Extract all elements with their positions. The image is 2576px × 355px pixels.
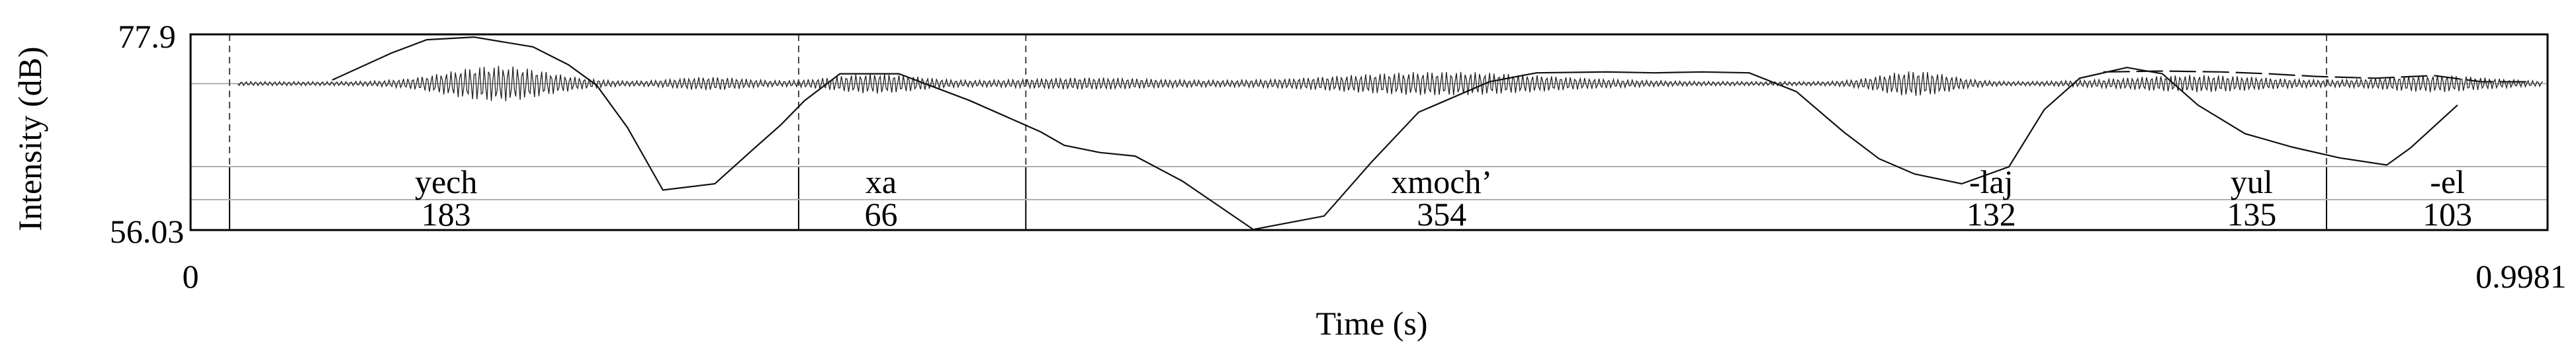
segment-label-2: xmoch’ xyxy=(1391,163,1492,200)
segment-label-4: yul xyxy=(2231,163,2273,200)
waveform xyxy=(191,65,2548,102)
segment-duration-0: 183 xyxy=(422,196,471,233)
plot-frame xyxy=(189,33,2549,231)
segment-label-1: xa xyxy=(866,163,897,200)
annotation-tiers xyxy=(191,166,2548,200)
y-axis-label: Intensity (dB) xyxy=(11,46,48,231)
x-axis-label: Time (s) xyxy=(1315,305,1427,342)
intensity-contour xyxy=(332,36,2529,231)
x-tick-right: 0.9981 xyxy=(2475,258,2567,295)
x-tick-left: 0 xyxy=(183,258,199,295)
segment-duration-1: 66 xyxy=(865,196,898,233)
intensity-series-0 xyxy=(332,36,2458,231)
y-tick-bottom: 56.03 xyxy=(110,213,185,250)
axes: 77.9 56.03 Intensity (dB) 0 0.9981 Time … xyxy=(11,18,2567,342)
intensity-series-1 xyxy=(2103,70,2529,83)
y-tick-top: 77.9 xyxy=(118,18,176,55)
segment-label-3: -laj xyxy=(1969,163,2014,200)
segment-label-0: yech xyxy=(415,163,477,200)
segment-duration-3: 132 xyxy=(1967,196,2016,233)
segment-duration-4: 135 xyxy=(2227,196,2276,233)
segment-duration-2: 354 xyxy=(1417,196,1466,233)
segment-duration-5: 103 xyxy=(2422,196,2472,233)
waveform-trace xyxy=(237,65,2544,102)
segment-label-5: -el xyxy=(2430,163,2465,200)
segment-boundaries xyxy=(228,34,2327,230)
